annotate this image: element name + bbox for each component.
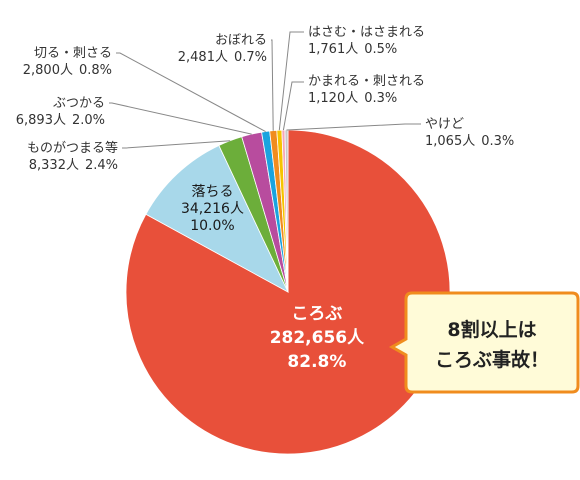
slice-label-2-count: 8,332人	[29, 158, 79, 173]
slice-label-0-percent: 82.8%	[287, 352, 346, 372]
slice-label-1-percent: 10.0%	[190, 218, 234, 234]
slice-label-8-count: 1,065人	[425, 134, 475, 149]
slice-label-3-percent: 2.0%	[72, 113, 105, 128]
leader-lines	[109, 31, 421, 149]
slice-label-6-percent: 0.5%	[364, 42, 397, 57]
slice-label-1-count: 34,216人	[181, 201, 244, 217]
slice-label-3-value: 6,893人 2.0%	[16, 113, 105, 128]
leader-line-3	[109, 102, 252, 135]
slice-label-8-value: 1,065人 0.3%	[425, 134, 514, 149]
leader-line-2	[122, 140, 231, 149]
slice-label-2-name: ものがつまる等	[27, 140, 118, 156]
slice-label-3-count: 6,893人	[16, 113, 66, 128]
leader-line-5	[271, 39, 274, 131]
slice-label-7-name: かまれる・刺される	[308, 74, 425, 89]
callout-line2: ころぶ事故！	[435, 348, 549, 371]
leader-line-8	[286, 123, 421, 131]
slice-label-7-value: 1,120人 0.3%	[308, 91, 397, 106]
slice-label-8-percent: 0.3%	[481, 134, 514, 149]
leader-line-6	[278, 31, 304, 131]
slice-label-6-value: 1,761人 0.5%	[308, 42, 397, 57]
leader-line-4	[116, 52, 266, 133]
slice-label-4-name: 切る・刺さる	[34, 46, 112, 61]
slice-label-0-name: ころぶ	[291, 304, 342, 324]
callout-bubble	[388, 291, 580, 394]
callout-box: 8割以上は ころぶ事故！	[388, 291, 580, 394]
slice-label-4-count: 2,800人	[23, 63, 73, 78]
slice-label-6-name: はさむ・はさまれる	[308, 25, 425, 40]
slice-label-5-percent: 0.7%	[234, 50, 267, 65]
slice-label-0-count: 282,656人	[270, 328, 365, 348]
slice-label-4-percent: 0.8%	[79, 63, 112, 78]
leader-line-7	[282, 81, 304, 131]
slice-label-8-name: やけど	[425, 117, 464, 132]
slice-label-4-value: 2,800人 0.8%	[23, 63, 112, 78]
slice-label-7-count: 1,120人	[308, 91, 358, 106]
slice-label-1-name: 落ちる	[191, 184, 233, 200]
slice-label-7-percent: 0.3%	[364, 91, 397, 106]
slice-label-5-name: おぼれる	[215, 33, 267, 48]
slice-label-2-percent: 2.4%	[85, 158, 118, 173]
pie-slices	[125, 129, 451, 455]
slice-label-5-value: 2,481人 0.7%	[178, 50, 267, 65]
slice-label-6-count: 1,761人	[308, 42, 358, 57]
slice-label-5-count: 2,481人	[178, 50, 228, 65]
pie-slice-1	[145, 144, 289, 293]
slice-label-2-value: 8,332人 2.4%	[29, 158, 118, 173]
callout-line1: 8割以上は	[447, 318, 536, 341]
slice-label-3-name: ぶつかる	[53, 96, 105, 111]
